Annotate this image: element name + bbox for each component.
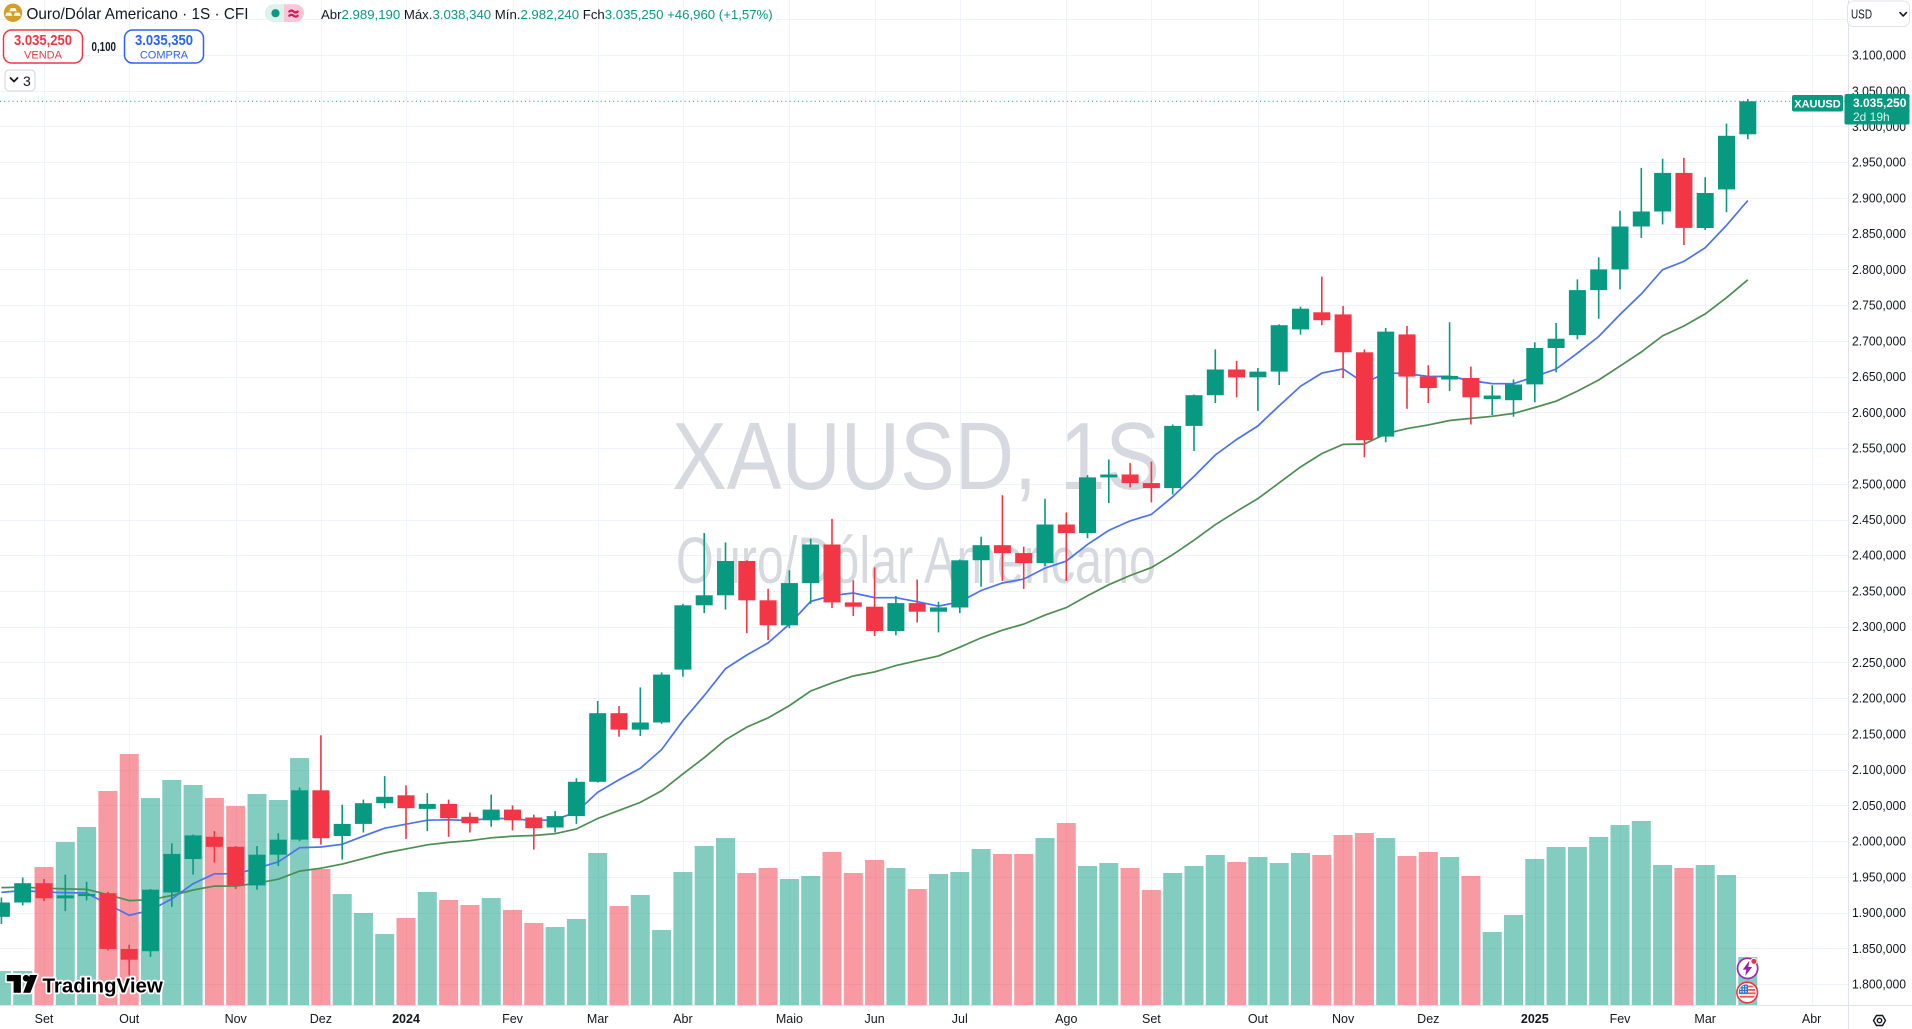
svg-text:2.100,000: 2.100,000 <box>1852 763 1906 777</box>
svg-text:2.700,000: 2.700,000 <box>1852 334 1906 348</box>
svg-text:2.850,000: 2.850,000 <box>1852 227 1906 241</box>
svg-text:USD: USD <box>1851 7 1872 22</box>
svg-text:Out: Out <box>119 1012 140 1026</box>
svg-text:2.550,000: 2.550,000 <box>1852 442 1906 456</box>
svg-text:Set: Set <box>1142 1012 1161 1026</box>
svg-text:Set: Set <box>35 1012 54 1026</box>
svg-text:2.000,000: 2.000,000 <box>1852 835 1906 849</box>
svg-text:2.900,000: 2.900,000 <box>1852 192 1906 206</box>
svg-text:Jul: Jul <box>952 1012 968 1026</box>
svg-text:Ago: Ago <box>1055 1012 1077 1026</box>
svg-text:2.350,000: 2.350,000 <box>1852 585 1906 599</box>
svg-text:Mar: Mar <box>587 1012 609 1026</box>
svg-text:Abr: Abr <box>673 1012 692 1026</box>
svg-text:3.035,250: 3.035,250 <box>1853 96 1907 110</box>
svg-text:2.150,000: 2.150,000 <box>1852 727 1906 741</box>
svg-text:Abr: Abr <box>1802 1012 1821 1026</box>
svg-text:2.750,000: 2.750,000 <box>1852 299 1906 313</box>
svg-text:2.600,000: 2.600,000 <box>1852 406 1906 420</box>
svg-text:Jun: Jun <box>865 1012 885 1026</box>
svg-text:Out: Out <box>1248 1012 1269 1026</box>
svg-text:Fev: Fev <box>1610 1012 1632 1026</box>
svg-text:3.035,250: 3.035,250 <box>14 33 72 49</box>
svg-text:1.900,000: 1.900,000 <box>1852 906 1906 920</box>
svg-text:2.650,000: 2.650,000 <box>1852 370 1906 384</box>
svg-text:2.050,000: 2.050,000 <box>1852 799 1906 813</box>
svg-text:2.300,000: 2.300,000 <box>1852 620 1906 634</box>
svg-text:1.800,000: 1.800,000 <box>1852 978 1906 992</box>
svg-text:XAUUSD, 1S: XAUUSD, 1S <box>672 403 1160 510</box>
svg-text:Abr2.989,190 Máx.3.038,340 Mín: Abr2.989,190 Máx.3.038,340 Mín.2.982,240… <box>321 7 773 22</box>
svg-text:Dez: Dez <box>1417 1012 1439 1026</box>
svg-text:3.100,000: 3.100,000 <box>1852 49 1906 63</box>
svg-text:2.800,000: 2.800,000 <box>1852 263 1906 277</box>
svg-text:2.450,000: 2.450,000 <box>1852 513 1906 527</box>
svg-text:Dez: Dez <box>310 1012 332 1026</box>
svg-text:Mar: Mar <box>1694 1012 1716 1026</box>
svg-text:Nov: Nov <box>225 1012 248 1026</box>
svg-text:COMPRA: COMPRA <box>140 50 189 62</box>
svg-text:2024: 2024 <box>392 1012 420 1026</box>
svg-text:0,100: 0,100 <box>92 39 117 54</box>
svg-text:Maio: Maio <box>776 1012 803 1026</box>
svg-text:Ouro/Dólar Americano: Ouro/Dólar Americano <box>676 523 1156 597</box>
svg-text:TradingView: TradingView <box>43 975 163 998</box>
svg-text:Ouro/Dólar Americano · 1S · CF: Ouro/Dólar Americano · 1S · CFI <box>27 6 249 23</box>
svg-text:TradingView: TradingView <box>43 975 163 998</box>
svg-text:XAUUSD: XAUUSD <box>1794 99 1841 111</box>
svg-text:VENDA: VENDA <box>24 50 63 62</box>
svg-text:2.950,000: 2.950,000 <box>1852 156 1906 170</box>
svg-text:2.400,000: 2.400,000 <box>1852 549 1906 563</box>
svg-text:1.850,000: 1.850,000 <box>1852 942 1906 956</box>
svg-text:Fev: Fev <box>502 1012 524 1026</box>
svg-text:2d 19h: 2d 19h <box>1853 110 1890 124</box>
svg-text:2.200,000: 2.200,000 <box>1852 692 1906 706</box>
svg-text:2.500,000: 2.500,000 <box>1852 477 1906 491</box>
svg-text:2.250,000: 2.250,000 <box>1852 656 1906 670</box>
svg-text:3.035,350: 3.035,350 <box>135 33 193 49</box>
svg-text:1.950,000: 1.950,000 <box>1852 870 1906 884</box>
svg-text:3: 3 <box>23 73 31 89</box>
svg-text:2025: 2025 <box>1521 1012 1549 1026</box>
svg-text:Nov: Nov <box>1332 1012 1355 1026</box>
